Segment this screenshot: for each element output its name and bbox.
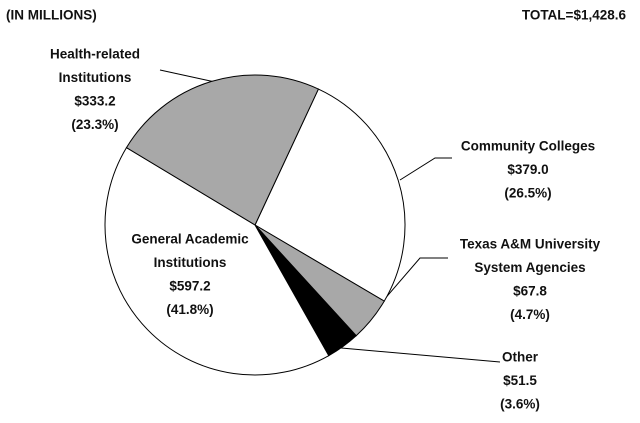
leader-line — [159, 69, 216, 83]
percent-label: (23.3%) — [71, 117, 118, 132]
slice-label: General Academic — [131, 232, 249, 247]
slice-label: Institutions — [59, 70, 132, 85]
leader-line — [329, 346, 501, 363]
pie-slice — [254, 88, 406, 302]
slice-label: Other — [502, 350, 539, 365]
pie-slice — [125, 74, 320, 226]
slice-label: Texas A&M University — [460, 237, 601, 252]
value-label: $597.2 — [169, 279, 210, 294]
value-label: $67.8 — [513, 284, 547, 299]
slice-label: Health-related — [50, 47, 140, 62]
value-label: $333.2 — [74, 94, 115, 109]
pie-slice — [104, 146, 330, 376]
chart-subtitle: (IN MILLIONS) — [6, 8, 97, 23]
percent-label: (41.8%) — [166, 302, 213, 317]
percent-label: (26.5%) — [504, 186, 551, 201]
value-label: $51.5 — [503, 373, 537, 388]
slice-label: Institutions — [154, 255, 227, 270]
leader-line — [399, 157, 452, 181]
value-label: $379.0 — [507, 162, 548, 177]
percent-label: (4.7%) — [510, 307, 550, 322]
slice-label: Community Colleges — [461, 139, 595, 154]
total-label: TOTAL=$1,428.6 — [522, 8, 627, 23]
percent-label: (3.6%) — [500, 397, 540, 412]
slice-label: System Agencies — [474, 260, 585, 275]
